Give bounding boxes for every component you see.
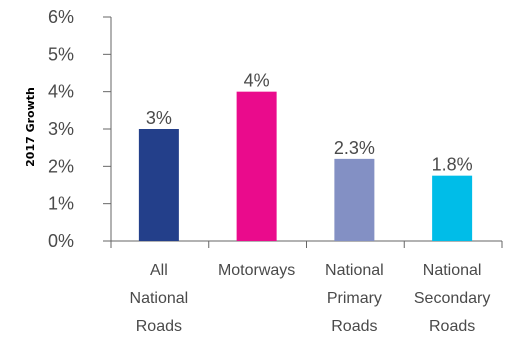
y-axis: 0% 1% 2% 3% 4% 5% 6% <box>48 7 112 251</box>
category-label: Motorways <box>218 262 295 279</box>
y-tick-label: 5% <box>48 44 74 64</box>
data-label: 4% <box>244 71 270 91</box>
category-label: Roads <box>331 318 377 335</box>
y-ticks: 0% 1% 2% 3% 4% 5% 6% <box>48 7 111 251</box>
category-label: Roads <box>429 318 475 335</box>
y-tick-label: 1% <box>48 194 74 214</box>
category-labels: All National Roads Motorways National Primary… <box>130 262 491 335</box>
bar <box>432 175 473 241</box>
y-tick-label: 3% <box>48 119 74 139</box>
data-labels: 3% 4% 2.3% 1.8% <box>146 71 473 175</box>
y-axis-title: 2017 Growth <box>24 87 37 167</box>
category-label: Secondary <box>414 290 491 307</box>
y-tick-label: 4% <box>48 82 74 102</box>
bar <box>334 158 375 241</box>
y-tick-label: 2% <box>48 156 74 176</box>
category-label: National <box>423 262 482 279</box>
x-axis <box>110 240 503 248</box>
y-tick-label: 0% <box>48 231 74 251</box>
y-tick-label: 6% <box>48 7 74 27</box>
category-label: National <box>325 262 384 279</box>
x-ticks <box>110 241 503 248</box>
bar <box>138 129 179 241</box>
category-label: National <box>130 290 189 307</box>
data-label: 3% <box>146 108 172 128</box>
bars <box>138 91 473 242</box>
category-label: Primary <box>327 290 382 307</box>
category-label: All <box>150 262 168 279</box>
bar <box>236 91 277 242</box>
category-label: Roads <box>136 318 182 335</box>
data-label: 1.8% <box>432 155 473 175</box>
data-label: 2.3% <box>334 138 375 158</box>
